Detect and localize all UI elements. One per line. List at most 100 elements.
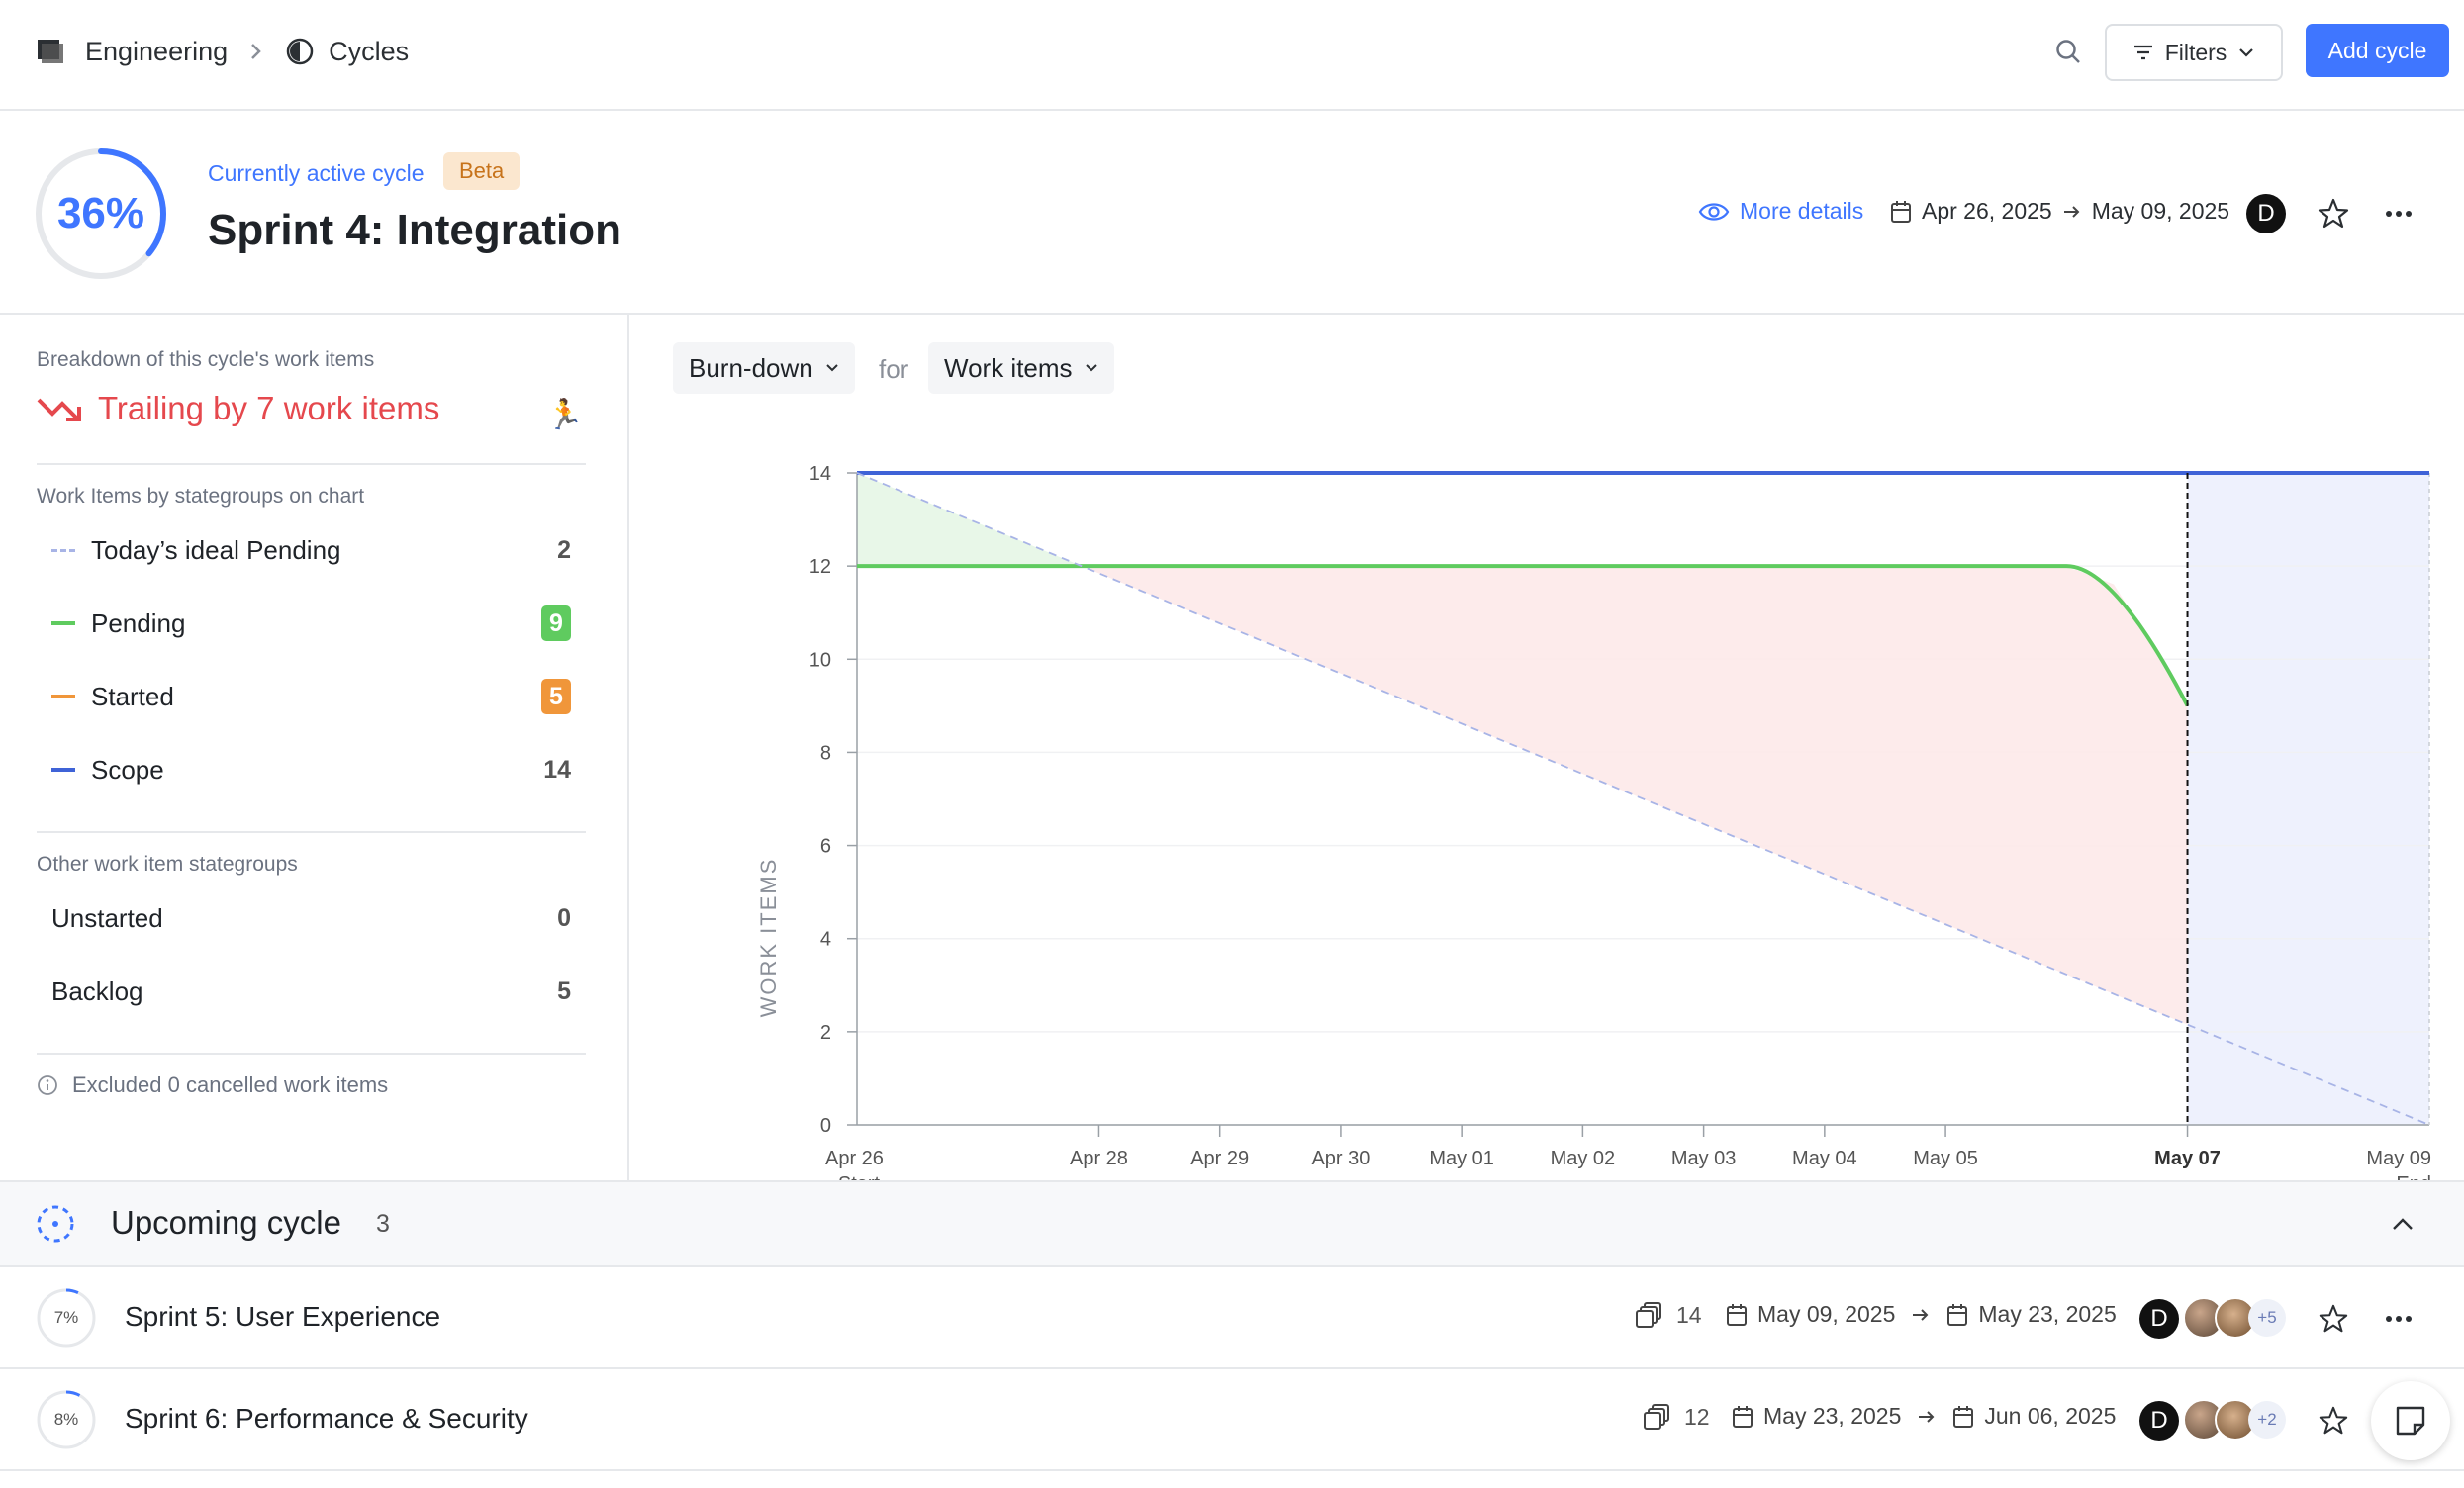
metric-label: Work items xyxy=(944,352,1073,383)
cycle-dates[interactable]: May 23, 2025 Jun 06, 2025 xyxy=(1732,1403,2116,1430)
excluded-text: Excluded 0 cancelled work items xyxy=(72,1072,389,1097)
member-avatars[interactable]: +2 xyxy=(2183,1399,2286,1441)
filters-label: Filters xyxy=(2164,39,2227,65)
upcoming-cycle-icon xyxy=(37,1205,74,1243)
beta-badge: Beta xyxy=(443,152,521,190)
end-date: Jun 06, 2025 xyxy=(1984,1403,2117,1429)
x-tick-label: May 07 xyxy=(2154,1148,2221,1169)
sticky-note-icon[interactable] xyxy=(2371,1381,2450,1460)
chart-type-label: Burn-down xyxy=(689,352,813,383)
pending-line xyxy=(857,564,2190,707)
future-region xyxy=(2187,473,2429,1125)
metric-dropdown[interactable]: Work items xyxy=(928,342,1114,394)
start-date: May 09, 2025 xyxy=(1757,1301,1896,1327)
upcoming-title: Upcoming cycle xyxy=(111,1204,341,1241)
chevron-down-icon xyxy=(1085,363,1098,373)
x-tick-label: Apr 29 xyxy=(1190,1148,1249,1169)
start-label: Start xyxy=(838,1173,881,1180)
active-cycle-label: Currently active cycle xyxy=(208,160,425,186)
runner-icon: 🏃 xyxy=(546,399,584,431)
more-icon[interactable] xyxy=(2379,1299,2418,1339)
chevron-down-icon xyxy=(2238,46,2254,58)
top-bar: Engineering Cycles Filters Add cycle xyxy=(0,0,2464,111)
star-icon[interactable] xyxy=(2314,194,2353,233)
legend-label: Today’s ideal Pending xyxy=(91,534,341,565)
legend-value-badge: 9 xyxy=(541,605,571,641)
breadcrumb-cycles[interactable]: Cycles xyxy=(329,36,410,66)
issues-icon xyxy=(1643,1403,1672,1431)
search-icon[interactable] xyxy=(2048,32,2088,71)
issues-icon xyxy=(1635,1301,1664,1329)
issue-count: 12 xyxy=(1643,1403,1710,1431)
member-avatars[interactable]: +5 xyxy=(2183,1297,2286,1339)
add-cycle-button[interactable]: Add cycle xyxy=(2306,24,2449,77)
star-icon[interactable] xyxy=(2314,1401,2353,1441)
filters-button[interactable]: Filters xyxy=(2105,24,2283,81)
more-details-label: More details xyxy=(1740,198,1864,224)
more-details-link[interactable]: More details xyxy=(1698,198,1863,225)
issue-count: 14 xyxy=(1635,1301,1702,1329)
pending-count-badge: 9 xyxy=(541,605,571,641)
arrow-right-icon xyxy=(1911,1307,1931,1323)
active-cycle-header: 36% Currently active cycle Beta Sprint 4… xyxy=(0,111,2464,315)
workspace-logo-icon xyxy=(36,36,67,67)
legend-label: Started xyxy=(91,681,174,711)
calendar-icon xyxy=(1946,1303,1968,1327)
cycle-title[interactable]: Sprint 6: Performance & Security xyxy=(125,1403,528,1434)
owner-avatar[interactable]: D xyxy=(2246,194,2286,233)
divider xyxy=(37,831,586,833)
filter-icon xyxy=(2133,44,2153,61)
more-icon[interactable] xyxy=(2379,194,2418,233)
legend-value: 2 xyxy=(557,535,571,564)
chevron-up-icon[interactable] xyxy=(2385,1206,2420,1242)
chart-type-dropdown[interactable]: Burn-down xyxy=(673,342,855,394)
breadcrumb-workspace[interactable]: Engineering xyxy=(85,36,229,66)
x-tick-label: May 09 xyxy=(2366,1148,2431,1169)
chevron-down-icon xyxy=(825,363,839,373)
end-date: May 23, 2025 xyxy=(1978,1301,2117,1327)
legend-ideal-pending: Today’s ideal Pending 2 xyxy=(51,530,571,570)
excluded-note: Excluded 0 cancelled work items xyxy=(37,1072,388,1098)
divider xyxy=(37,463,586,465)
y-axis-label: WORK ITEMS xyxy=(756,858,781,1018)
progress-ring xyxy=(36,148,166,279)
cycle-date-range[interactable]: Apr 26, 2025 May 09, 2025 xyxy=(1890,198,2229,225)
burndown-chart: 0 2 4 6 8 10 12 14 Apr 26 Apr 28 Apr 29 Apr 30 May 0… xyxy=(756,463,2431,1180)
started-swatch xyxy=(51,695,75,698)
divider xyxy=(37,1053,586,1055)
other-value: 0 xyxy=(557,903,571,932)
y-tick-label: 14 xyxy=(809,463,831,485)
x-tick-label: Apr 30 xyxy=(1311,1148,1370,1169)
legend-value-badge: 5 xyxy=(541,679,571,714)
chart-groups-heading: Work Items by stategroups on chart xyxy=(37,485,365,508)
end-date: May 09, 2025 xyxy=(2091,198,2230,224)
y-tick-label: 12 xyxy=(809,556,831,578)
cycle-title[interactable]: Sprint 5: User Experience xyxy=(125,1301,441,1332)
arrow-right-icon xyxy=(2062,204,2082,220)
owner-avatar[interactable]: D xyxy=(2139,1299,2179,1339)
cycle-dates[interactable]: May 09, 2025 May 23, 2025 xyxy=(1726,1301,2117,1328)
x-tick-label: May 04 xyxy=(1792,1148,1857,1169)
ideal-pending-line xyxy=(856,472,2430,1126)
owner-avatar[interactable]: D xyxy=(2139,1401,2179,1441)
y-tick-label: 8 xyxy=(820,742,831,764)
other-groups-heading: Other work item stategroups xyxy=(37,853,298,876)
issue-count-value: 14 xyxy=(1676,1301,1702,1328)
y-tick-label: 0 xyxy=(820,1115,831,1137)
cycle-row[interactable]: 7% Sprint 5: User Experience 14 May 09, … xyxy=(0,1267,2464,1369)
x-tick-label: May 02 xyxy=(1551,1148,1616,1169)
other-backlog: Backlog 5 xyxy=(51,972,571,1011)
ideal-pending-swatch xyxy=(51,548,75,552)
row-progress-percent: 7% xyxy=(53,1308,79,1327)
cycle-title: Sprint 4: Integration xyxy=(208,206,621,254)
other-label: Backlog xyxy=(51,976,143,1006)
scope-swatch xyxy=(51,768,75,772)
legend-started: Started 5 xyxy=(51,677,571,716)
cycle-row[interactable]: 8% Sprint 6: Performance & Security 12 M… xyxy=(0,1369,2464,1471)
more-members-count: +5 xyxy=(2248,1299,2286,1337)
star-icon[interactable] xyxy=(2314,1299,2353,1339)
more-members-count: +2 xyxy=(2248,1401,2286,1439)
x-tick-label: May 01 xyxy=(1429,1148,1494,1169)
issue-count-value: 12 xyxy=(1684,1403,1710,1430)
upcoming-cycle-header[interactable]: Upcoming cycle 3 xyxy=(0,1180,2464,1267)
